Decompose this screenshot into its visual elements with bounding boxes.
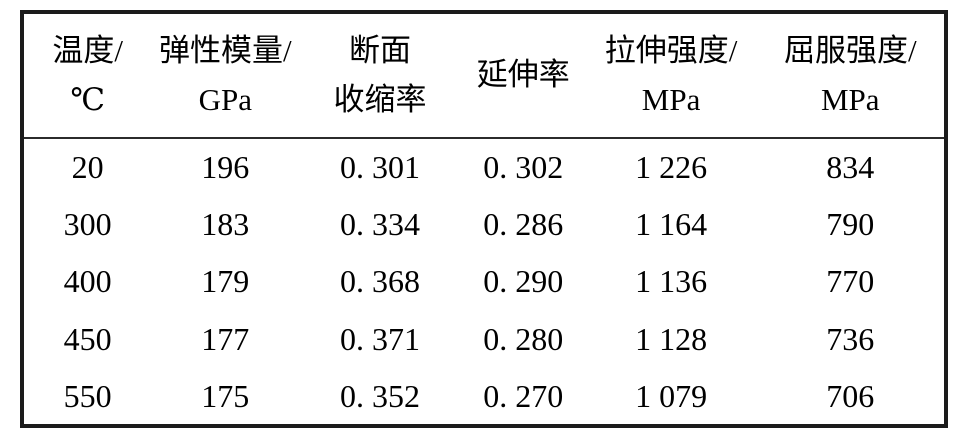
header-line: MPa [820,81,880,117]
col-header-elastic-modulus: 弹性模量/ GPa [151,12,300,139]
table-cell: 1 079 [635,377,708,414]
table-cell: 20 [71,148,104,185]
table-cell: 400 [63,263,112,300]
table-cell: 0. 270 [483,377,564,414]
table-cell: 196 [201,148,250,185]
table-cell: 300 [63,205,112,242]
table-row: 450 177 0. 371 0. 280 1 128 736 [22,311,946,369]
header-line: 收缩率 [333,81,427,117]
header-line: 屈服强度/ [783,32,917,68]
table-cell: 550 [63,377,112,414]
table-cell: 770 [826,263,875,300]
col-header-yield-strength: 屈服强度/ MPa [756,12,946,139]
header-line: ℃ [70,81,106,117]
table-row: 550 175 0. 352 0. 270 1 079 706 [22,368,946,426]
table-cell: 1 136 [635,263,708,300]
table-cell: 179 [201,263,250,300]
table-row: 400 179 0. 368 0. 290 1 136 770 [22,253,946,311]
table-cell: 177 [201,321,250,358]
table-cell: 183 [201,205,250,242]
table-cell: 0. 352 [340,377,421,414]
table-cell: 0. 290 [483,263,564,300]
table-row: 300 183 0. 334 0. 286 1 164 790 [22,196,946,254]
header-line: 延伸率 [476,57,570,93]
header-line: GPa [198,81,252,117]
table-cell: 834 [826,148,875,185]
header-line: MPa [641,81,701,117]
col-header-temperature: 温度/ ℃ [22,12,152,139]
table-body: 20 196 0. 301 0. 302 1 226 834 300 183 0… [22,138,946,426]
header-line: 温度/ [52,32,123,68]
table-cell: 175 [201,377,250,414]
table-row: 20 196 0. 301 0. 302 1 226 834 [22,138,946,196]
table-cell: 1 164 [635,205,708,242]
material-properties-table: 温度/ ℃ 弹性模量/ GPa 断面 收缩率 [20,10,948,428]
table-cell: 790 [826,205,875,242]
table-cell: 736 [826,321,875,358]
table-cell: 0. 286 [483,205,564,242]
header-line: 拉伸强度/ [604,32,738,68]
table-cell: 450 [63,321,112,358]
header-row: 温度/ ℃ 弹性模量/ GPa 断面 收缩率 [22,12,946,139]
col-header-reduction-of-area: 断面 收缩率 [299,12,461,139]
table-cell: 0. 301 [340,148,421,185]
header-line: 弹性模量/ [158,32,292,68]
table-cell: 0. 280 [483,321,564,358]
col-header-elongation: 延伸率 [460,12,586,139]
table-cell: 0. 371 [340,321,421,358]
table-cell: 0. 368 [340,263,421,300]
col-header-tensile-strength: 拉伸强度/ MPa [585,12,757,139]
table-cell: 1 226 [635,148,708,185]
table-cell: 0. 334 [340,205,421,242]
header-line: 断面 [349,32,412,68]
table-header: 温度/ ℃ 弹性模量/ GPa 断面 收缩率 [22,12,946,139]
table-cell: 0. 302 [483,148,564,185]
table-cell: 706 [826,377,875,414]
table-cell: 1 128 [635,321,708,358]
